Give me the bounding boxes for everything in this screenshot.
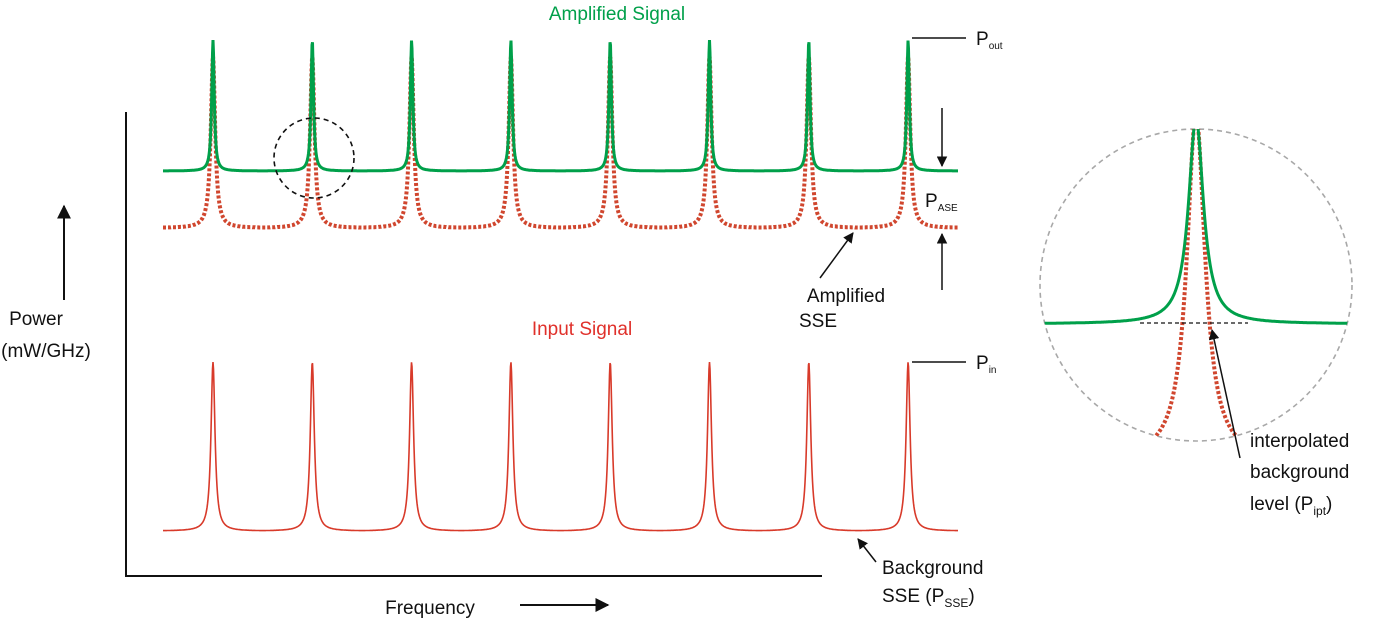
amplified-sse-label-line2: SSE [799,311,837,332]
background-sse-line2-prefix: SSE (P [882,586,944,607]
zoom-circle [1039,128,1353,442]
interp-line2: background [1250,462,1349,483]
background-sse-line2-sub: SSE [944,596,968,610]
p-ase-main: P [925,191,938,212]
y-axis-label-line2: (mW/GHz) [1,341,91,362]
p-out-sub: out [989,41,1003,52]
main-axes [125,112,822,577]
svg-text:level (Pipt): level (Pipt) [1250,494,1332,518]
background-sse-line1: Background [882,558,983,579]
interpolated-arrow [1208,328,1241,459]
amplified-sse-annotation: Amplified SSE [799,232,885,332]
amplified-sse-dotted-trace [163,55,958,230]
amplified-sse-arrow [819,232,854,279]
amplified-signal-title: Amplified Signal [549,4,685,25]
input-signal-trace [163,361,958,532]
interp-line3-suffix: ) [1326,494,1332,515]
p-ase-annotation: PASE [925,108,958,290]
interp-line3-sub: ipt [1313,504,1326,518]
highlight-circle [273,117,355,199]
interp-line3-prefix: level (P [1250,494,1313,515]
background-sse-annotation: Background SSE (PSSE) [857,538,983,610]
input-signal-title: Input Signal [532,319,632,340]
background-sse-arrow [857,538,877,563]
background-sse-line2-suffix: ) [968,586,974,607]
svg-text:Pin: Pin [976,353,996,376]
y-axis-label-line1: Power [9,309,64,330]
x-axis-label: Frequency [385,598,475,619]
interp-line1: interpolated [1250,431,1349,452]
p-in-main: P [976,353,989,374]
zoom-green-trace [1040,129,1352,325]
svg-text:Pout: Pout [976,29,1003,52]
zoom-inset: interpolated background level (Pipt) [1039,128,1353,518]
svg-text:PASE: PASE [925,191,958,214]
p-out-main: P [976,29,989,50]
amplified-signal-trace [163,39,958,173]
amplified-sse-label-line1: Amplified [807,286,885,307]
p-in-sub: in [989,365,997,376]
svg-text:SSE (PSSE): SSE (PSSE) [882,586,975,610]
p-ase-sub: ASE [938,203,958,214]
zoom-red-dotted-trace [1139,129,1253,441]
p-out-annotation: Pout [912,29,1003,52]
p-in-annotation: Pin [912,353,996,376]
